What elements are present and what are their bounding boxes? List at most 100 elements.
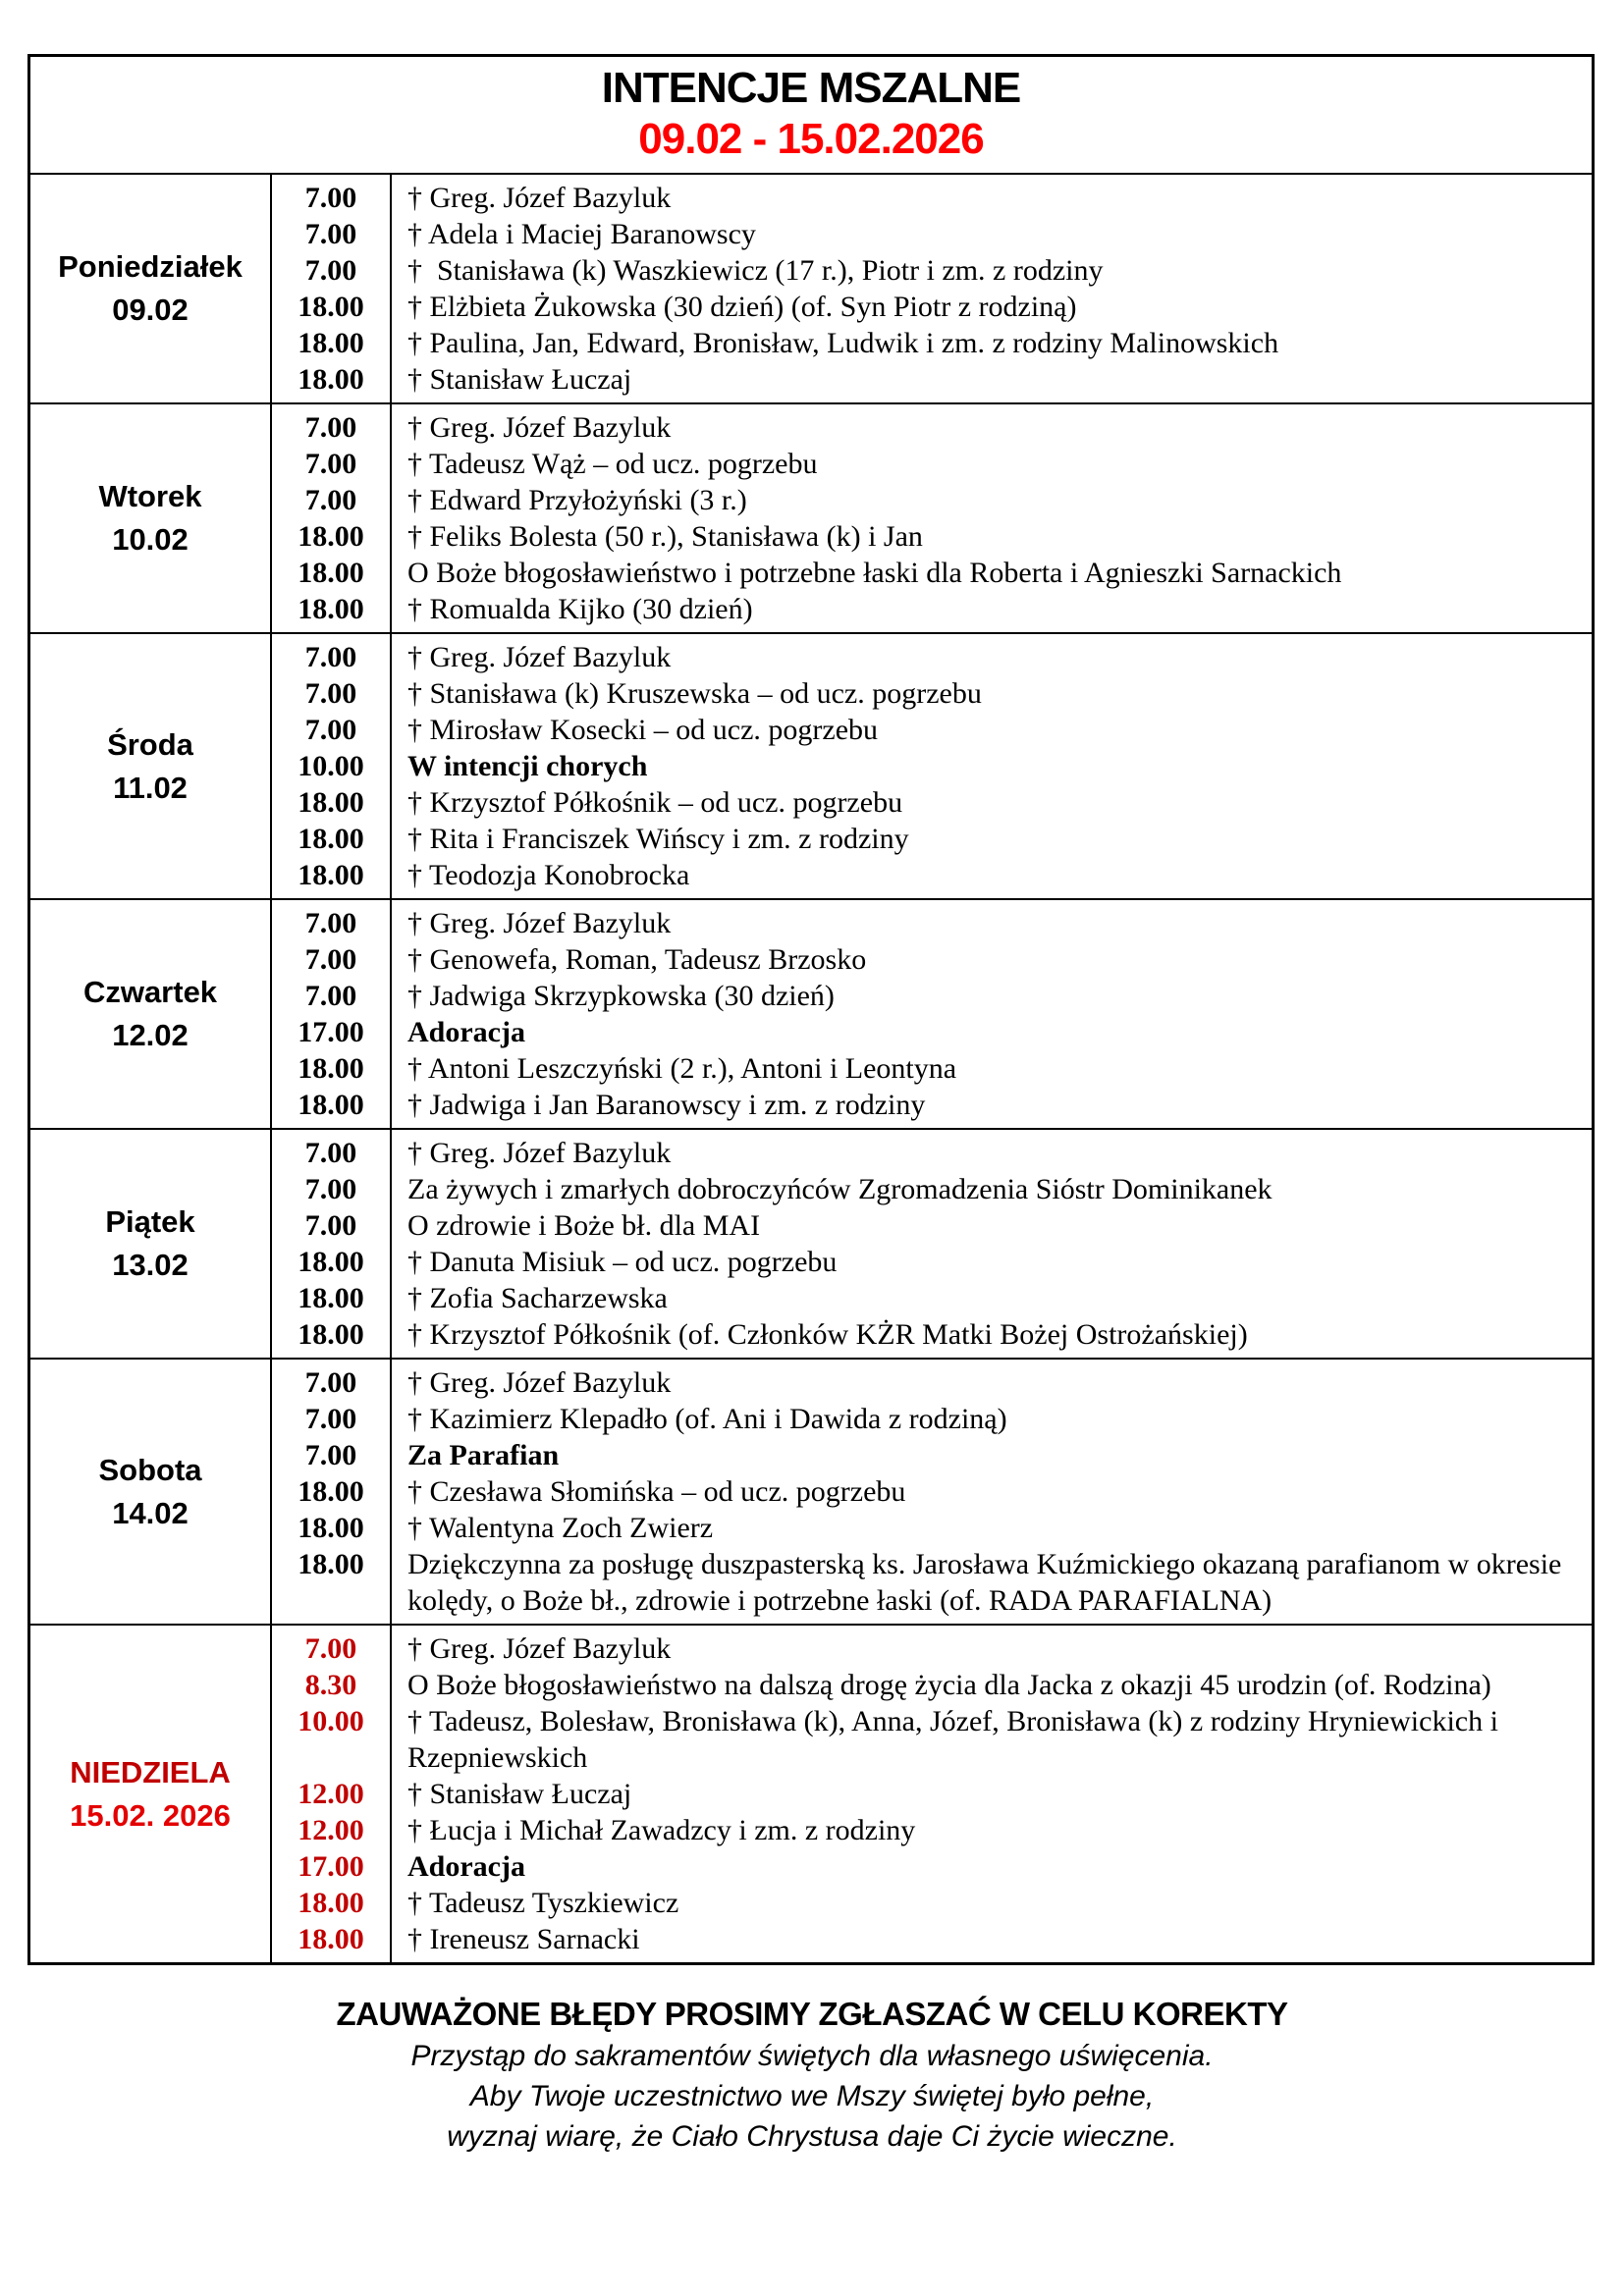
intention-text: Adoracja <box>407 1850 525 1883</box>
day-cell-poniedzia-ek: Poniedziałek 09.02 <box>30 175 272 402</box>
intention-text: Adoracja <box>407 1016 525 1048</box>
mass-time: 18.00 <box>298 1282 364 1314</box>
day-row-piatek: Piątek 13.02 7.00 † Greg. Józef Bazyluk 7.00… <box>30 1128 1592 1358</box>
mass-time: 7.00 <box>304 411 357 444</box>
intention-row: 7.00 † Stanisława (k) Waszkiewicz (17 r.)… <box>272 252 1592 289</box>
intention-row: 7.00 † Greg. Józef Bazyluk <box>272 1364 1592 1401</box>
entries-czwartek: 7.00 † Greg. Józef Bazyluk 7.00 † Genowefa,… <box>272 900 1592 1128</box>
day-cell-sobota: Sobota 14.02 <box>30 1360 272 1624</box>
intention-row: 18.00 † Antoni Leszczyński (2 r.), Antoni… <box>272 1050 1592 1087</box>
day-name: Poniedziałek <box>58 249 243 284</box>
day-date: 11.02 <box>113 770 188 805</box>
entries-wtorek: 7.00 † Greg. Józef Bazyluk 7.00 † Tadeusz W… <box>272 404 1592 632</box>
intention-row: 7.00 † Greg. Józef Bazyluk <box>272 409 1592 446</box>
mass-time: 7.00 <box>304 1439 357 1471</box>
mass-time: 7.00 <box>304 1632 357 1665</box>
intention-row: 7.00 † Tadeusz Wąż – od ucz. pogrzebu <box>272 446 1592 482</box>
intention-text: † Greg. Józef Bazyluk <box>407 1137 672 1169</box>
day-date: 15.02. 2026 <box>70 1797 231 1833</box>
mass-time: 7.00 <box>304 980 357 1012</box>
intention-row: 7.00 † Mirosław Kosecki – od ucz. pogrzeb… <box>272 712 1592 748</box>
intention-text: † Czesława Słomińska – od ucz. pogrzebu <box>407 1475 906 1508</box>
mass-time: 18.00 <box>298 1246 364 1278</box>
entries-poniedzia-ek: 7.00 † Greg. Józef Bazyluk 7.00 † Adela i M… <box>272 175 1592 402</box>
intention-row: 7.00 † Greg. Józef Bazyluk <box>272 180 1592 216</box>
intention-text: † Adela i Maciej Baranowscy <box>407 218 756 250</box>
intention-text: † Greg. Józef Bazyluk <box>407 411 672 444</box>
mass-time: 7.00 <box>304 943 357 976</box>
intention-text: † Ireneusz Sarnacki <box>407 1923 640 1955</box>
mass-time: 18.00 <box>298 1089 364 1121</box>
day-cell-sroda: Środa 11.02 <box>30 634 272 898</box>
day-date: 12.02 <box>112 1018 189 1052</box>
mass-time: 7.00 <box>304 1366 357 1399</box>
intention-row: 18.00 † Jadwiga i Jan Baranowscy i zm. z … <box>272 1087 1592 1123</box>
intention-row: 7.00 † Jadwiga Skrzypkowska (30 dzień) <box>272 978 1592 1014</box>
mass-time: 7.00 <box>304 182 357 214</box>
mass-time: 7.00 <box>304 1209 357 1242</box>
intention-text: † Greg. Józef Bazyluk <box>407 182 672 214</box>
mass-time: 18.00 <box>298 786 364 819</box>
footer-line-3: wyznaj wiarę, że Ciało Chrystusa daje Ci… <box>447 2120 1177 2153</box>
day-row-sroda: Środa 11.02 7.00 † Greg. Józef Bazyluk 7.00 †… <box>30 632 1592 898</box>
mass-time: 7.00 <box>304 484 357 516</box>
mass-time: 18.00 <box>298 1548 364 1580</box>
intention-text: † Rita i Franciszek Wińscy i zm. z rodzi… <box>407 823 909 855</box>
intention-row: 7.00 † Greg. Józef Bazyluk <box>272 1135 1592 1171</box>
intention-row: 10.00 W intencji chorych <box>272 748 1592 784</box>
intention-row: 12.00 † Stanisław Łuczaj <box>272 1776 1592 1812</box>
day-cell-wtorek: Wtorek 10.02 <box>30 404 272 632</box>
mass-time: 18.00 <box>298 1052 364 1085</box>
mass-time: 17.00 <box>298 1016 364 1048</box>
mass-time: 7.00 <box>304 907 357 939</box>
mass-time: 8.30 <box>304 1669 357 1701</box>
intention-row: 18.00 † Elżbieta Żukowska (30 dzień) (of.… <box>272 289 1592 325</box>
mass-time: 18.00 <box>298 291 364 323</box>
intention-row: 17.00 Adoracja <box>272 1848 1592 1885</box>
intention-text: † Jadwiga i Jan Baranowscy i zm. z rodzi… <box>407 1089 926 1121</box>
intention-text: Za żywych i zmarłych dobroczyńców Zgroma… <box>407 1173 1272 1205</box>
intention-row: 10.00 † Tadeusz, Bolesław, Bronisława (k)… <box>272 1703 1592 1776</box>
mass-time: 18.00 <box>298 1923 364 1955</box>
mass-time: 18.00 <box>298 823 364 855</box>
intention-row: 18.00 O Boże błogosławieństwo i potrzebne… <box>272 555 1592 591</box>
mass-time: 12.00 <box>298 1814 364 1846</box>
date-range: 09.02 - 15.02.2026 <box>638 115 984 163</box>
intention-text: † Stanisław Łuczaj <box>407 363 632 396</box>
schedule-body: Poniedziałek 09.02 7.00 † Greg. Józef Bazyl… <box>30 173 1592 1962</box>
intention-row: 7.00 O zdrowie i Boże bł. dla MAI <box>272 1207 1592 1244</box>
intention-row: 7.00 † Adela i Maciej Baranowscy <box>272 216 1592 252</box>
mass-time: 7.00 <box>304 641 357 673</box>
intention-text: † Greg. Józef Bazyluk <box>407 1366 672 1399</box>
intention-text: † Paulina, Jan, Edward, Bronisław, Ludwi… <box>407 327 1279 359</box>
intention-text: † Stanisława (k) Waszkiewicz (17 r.), Pi… <box>407 254 1104 287</box>
day-cell-piatek: Piątek 13.02 <box>30 1130 272 1358</box>
day-name: Piątek <box>105 1204 195 1239</box>
mass-intentions-table: INTENCJE MSZALNE 09.02 - 15.02.2026 Poni… <box>27 54 1595 1965</box>
intention-row: 7.00 Za Parafian <box>272 1437 1592 1473</box>
mass-time: 7.00 <box>304 1403 357 1435</box>
intention-row: 18.00 † Walentyna Zoch Zwierz <box>272 1510 1592 1546</box>
day-name: NIEDZIELA <box>70 1754 231 1789</box>
intention-row: 7.00 † Greg. Józef Bazyluk <box>272 639 1592 675</box>
intention-row: 18.00 Dziękczynna za posługę duszpastersk… <box>272 1546 1592 1619</box>
day-date: 09.02 <box>112 293 189 327</box>
table-header: INTENCJE MSZALNE 09.02 - 15.02.2026 <box>30 57 1592 173</box>
mass-time: 18.00 <box>298 1318 364 1351</box>
intention-row: 7.00 Za żywych i zmarłych dobroczyńców Zg… <box>272 1171 1592 1207</box>
footer-line-2: Aby Twoje uczestnictwo we Mszy świętej b… <box>469 2080 1155 2112</box>
intention-text: † Zofia Sacharzewska <box>407 1282 668 1314</box>
intention-row: 18.00 † Paulina, Jan, Edward, Bronisław, … <box>272 325 1592 361</box>
intention-text: O Boże błogosławieństwo na dalszą drogę … <box>407 1669 1491 1701</box>
page-title: INTENCJE MSZALNE <box>601 64 1021 112</box>
mass-time: 18.00 <box>298 520 364 553</box>
mass-time: 18.00 <box>298 859 364 891</box>
day-name: Środa <box>107 726 193 762</box>
intention-row: 18.00 † Stanisław Łuczaj <box>272 361 1592 398</box>
intention-row: 18.00 † Krzysztof Półkośnik – od ucz. pog… <box>272 784 1592 821</box>
entries-piatek: 7.00 † Greg. Józef Bazyluk 7.00 Za żywych i… <box>272 1130 1592 1358</box>
day-row-poniedzia-ek: Poniedziałek 09.02 7.00 † Greg. Józef Bazyl… <box>30 173 1592 402</box>
intention-text: † Greg. Józef Bazyluk <box>407 1632 672 1665</box>
intention-row: 18.00 † Romualda Kijko (30 dzień) <box>272 591 1592 627</box>
